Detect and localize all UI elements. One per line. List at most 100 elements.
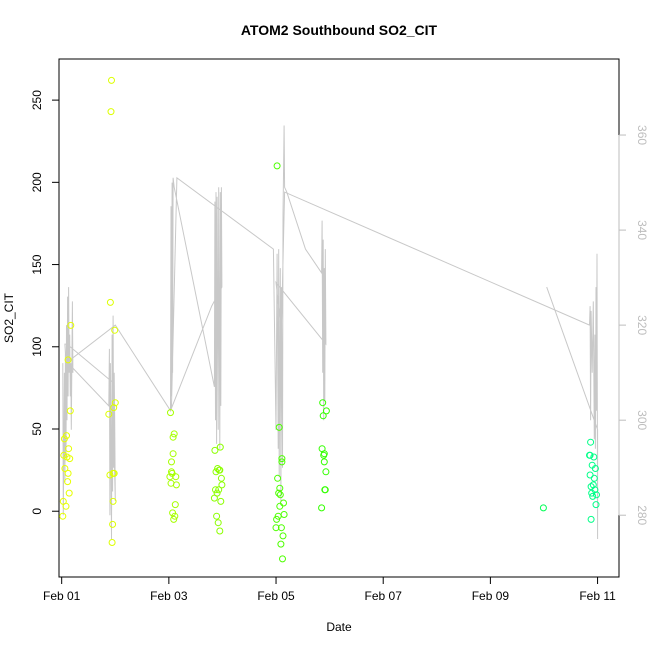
x-tick-label: Feb 01 [43, 589, 81, 603]
y2-tick-label: 300 [635, 410, 649, 430]
data-point [169, 450, 177, 458]
data-point [168, 458, 175, 466]
data-point [320, 458, 328, 466]
data-point [108, 76, 115, 84]
data-point [276, 491, 284, 499]
data-point [274, 474, 282, 482]
data-point [539, 504, 547, 512]
y-tick-label: 50 [30, 422, 44, 436]
plot-frame [58, 58, 620, 578]
data-point [321, 486, 329, 494]
data-point [168, 468, 175, 476]
data-point [106, 298, 114, 306]
data-point [586, 451, 594, 459]
data-point [216, 443, 224, 451]
data-point [217, 497, 225, 505]
secondary-line-series [62, 125, 599, 540]
data-point [212, 486, 219, 494]
y-tick-label: 150 [30, 254, 44, 274]
data-point [319, 399, 327, 407]
data-point [63, 432, 70, 440]
data-point [110, 404, 118, 412]
data-point [277, 540, 285, 548]
scatter-series [59, 76, 600, 563]
data-point [278, 455, 286, 463]
data-point [587, 515, 595, 523]
data-point [105, 410, 113, 418]
data-point [593, 491, 600, 499]
data-point [215, 486, 223, 494]
data-point [169, 433, 177, 441]
data-point [109, 469, 117, 477]
data-point [108, 539, 116, 546]
data-point [322, 407, 330, 415]
data-point [277, 524, 285, 532]
data-point [586, 471, 594, 479]
y-tick-label: 250 [30, 90, 44, 110]
data-point [66, 455, 74, 463]
data-point [59, 512, 67, 520]
x-axis: Feb 01 Feb 03 Feb 05 Feb 07 Feb 09 Feb 11 [43, 576, 616, 603]
data-point [279, 555, 286, 563]
data-point [171, 512, 179, 520]
x-tick-label: Feb 05 [257, 589, 295, 603]
data-point [64, 469, 72, 477]
data-point [322, 468, 330, 476]
data-point [280, 511, 288, 518]
data-point [213, 512, 221, 520]
data-point [211, 446, 219, 454]
data-point [272, 524, 280, 532]
chart-title: ATOM2 Southbound SO2_CIT [241, 22, 438, 38]
data-point [318, 504, 326, 512]
y-tick-label: 200 [30, 172, 44, 192]
data-point [280, 499, 287, 507]
data-point [109, 497, 117, 505]
data-point [214, 465, 222, 472]
data-point [216, 466, 224, 474]
x-tick-label: Feb 03 [150, 589, 188, 603]
data-point [587, 438, 595, 446]
data-point [217, 474, 225, 482]
x-tick-label: Feb 09 [472, 589, 510, 603]
data-point [107, 108, 115, 116]
data-point [170, 515, 178, 523]
data-point [170, 430, 178, 438]
data-point [64, 356, 72, 364]
secondary-series-line [62, 125, 599, 540]
data-point [171, 501, 179, 509]
data-point [591, 465, 599, 472]
data-point [320, 450, 328, 458]
data-point [65, 445, 73, 453]
y2-tick-label: 360 [635, 125, 649, 145]
data-point [590, 453, 598, 461]
data-point [276, 484, 284, 492]
x-axis-label: Date [326, 620, 352, 634]
y2-tick-label: 280 [635, 505, 649, 525]
data-point [66, 407, 74, 415]
data-point [278, 458, 286, 466]
data-point [64, 478, 72, 486]
data-point [275, 489, 283, 497]
y-axis-left: 0 50 100 150 200 250 [30, 90, 60, 515]
y-axis-right: 280 300 320 340 360 [618, 125, 649, 526]
data-point [273, 162, 281, 170]
data-point [590, 474, 598, 482]
y-tick-label: 0 [30, 508, 44, 515]
data-point [214, 519, 222, 527]
data-point [319, 412, 327, 420]
data-point [62, 502, 70, 510]
data-point [589, 481, 597, 489]
x-tick-label: Feb 07 [365, 589, 403, 603]
data-point [61, 465, 69, 472]
data-point [167, 409, 174, 417]
data-point [276, 502, 284, 510]
y2-tick-label: 320 [635, 315, 649, 335]
y-tick-label: 100 [30, 336, 44, 356]
y-axis-label: SO2_CIT [2, 292, 16, 343]
data-point [589, 492, 597, 500]
data-point [218, 481, 226, 489]
data-point [587, 483, 595, 491]
data-point [216, 527, 224, 535]
